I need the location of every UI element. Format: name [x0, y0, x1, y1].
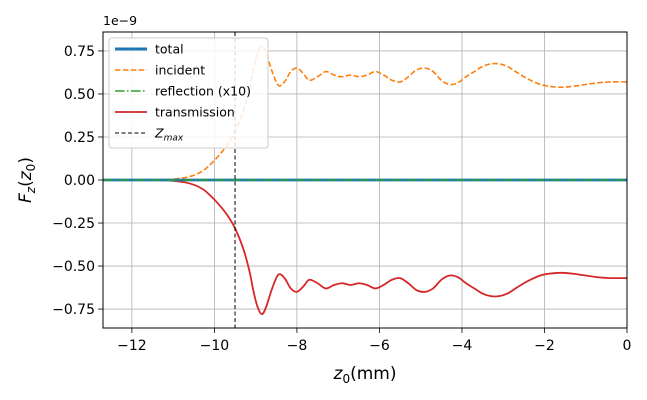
y-tick-label: 0.75 — [64, 44, 95, 60]
x-tick-label: −6 — [369, 338, 390, 354]
y-tick-label: 0.50 — [64, 87, 95, 103]
x-tick-label: −8 — [287, 338, 308, 354]
x-tick-label: −4 — [452, 338, 473, 354]
legend-label-total: total — [155, 42, 184, 57]
x-axis: −12 −10 −8 −6 −4 −2 0 — [117, 328, 631, 354]
x-axis-label: z0(mm) — [333, 364, 397, 386]
x-tick-label: 0 — [623, 338, 632, 354]
legend-label-reflection: reflection (x10) — [155, 84, 251, 99]
legend-label-incident: incident — [155, 63, 205, 78]
legend-box — [108, 37, 269, 149]
y-tick-label: −0.25 — [52, 216, 95, 232]
x-tick-label: −12 — [117, 338, 147, 354]
legend-label-zmax: Zmax — [154, 126, 184, 144]
y-offset-text: 1e−9 — [103, 13, 137, 28]
x-tick-label: −2 — [534, 338, 555, 354]
y-tick-label: −0.50 — [52, 259, 95, 275]
y-tick-label: −0.75 — [52, 302, 95, 318]
x-tick-label: −10 — [200, 338, 230, 354]
legend: total incident reflection (x10) transmis… — [108, 37, 269, 149]
legend-label-transmission: transmission — [155, 105, 235, 120]
y-tick-label: 0.00 — [64, 173, 95, 189]
series-transmission-line — [103, 179, 627, 316]
y-axis: −0.75 −0.50 −0.25 0.00 0.25 0.50 0.75 — [52, 44, 103, 318]
y-axis-label: Fz(z0) — [16, 157, 38, 203]
y-tick-label: 0.25 — [64, 130, 95, 146]
